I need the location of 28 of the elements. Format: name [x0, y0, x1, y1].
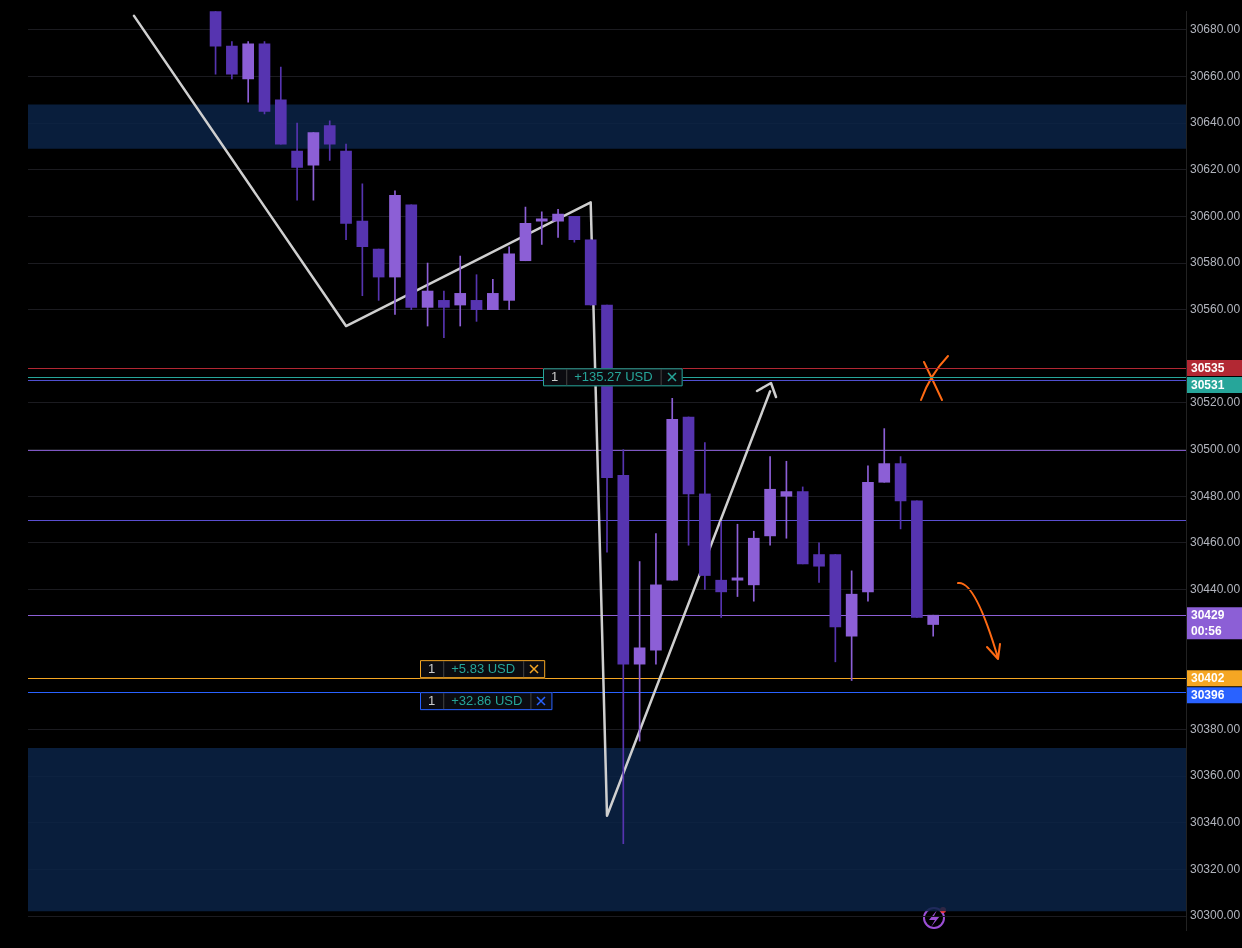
ref-line-label: 30535	[1191, 360, 1225, 375]
ref-line-label: 30429 00:56	[1191, 608, 1225, 638]
annotation: 1	[551, 369, 559, 385]
ref-line-label: 30531	[1191, 377, 1225, 392]
y-tick-label: 30680.00	[1190, 22, 1241, 37]
y-tick-label: 30340.00	[1190, 815, 1241, 830]
y-tick-label: 30380.00	[1190, 721, 1241, 736]
y-tick-label: 30580.00	[1190, 255, 1241, 270]
ref-line-label: 30402	[1191, 670, 1225, 685]
y-tick-label: 30480.00	[1190, 488, 1241, 503]
y-tick-label: 30620.00	[1190, 162, 1241, 177]
y-tick-label: 30500.00	[1190, 441, 1241, 456]
annotation: +5.83 USD	[451, 661, 516, 677]
y-tick-label: 30300.00	[1190, 908, 1241, 923]
y-tick-label: 30320.00	[1190, 861, 1241, 876]
ref-line-label: 30396	[1191, 687, 1225, 702]
y-tick-label: 30460.00	[1190, 535, 1241, 550]
annotation: 1	[428, 661, 436, 677]
y-tick-label: 30660.00	[1190, 68, 1241, 83]
annotation: +32.86 USD	[451, 693, 523, 709]
y-tick-label: 30640.00	[1190, 115, 1241, 130]
y-tick-label: 30520.00	[1190, 395, 1241, 410]
y-tick-label: 30360.00	[1190, 768, 1241, 783]
annotation: +135.27 USD	[574, 369, 653, 385]
y-tick-label: 30440.00	[1190, 581, 1241, 596]
y-tick-label: 30560.00	[1190, 302, 1241, 317]
y-tick-label: 30600.00	[1190, 208, 1241, 223]
annotation: 1	[428, 693, 436, 709]
